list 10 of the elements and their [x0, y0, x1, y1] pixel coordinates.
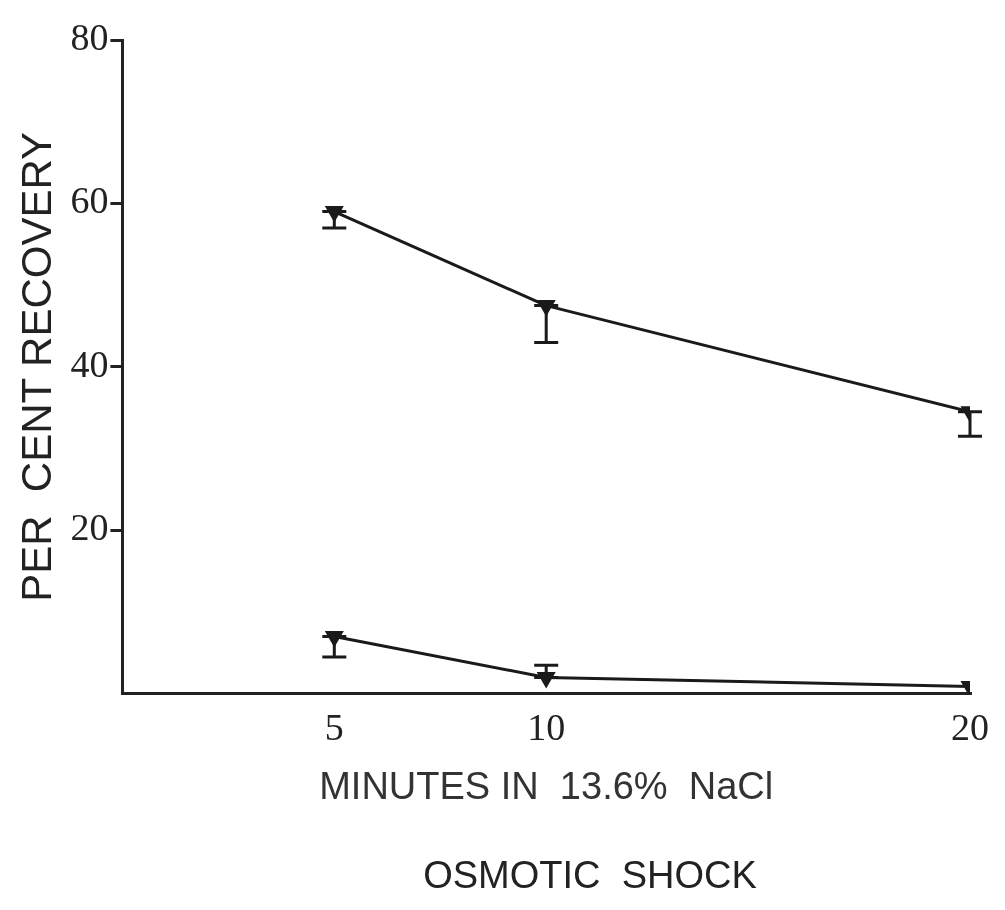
- x-tick-label: 10: [527, 705, 566, 748]
- x-tick-label: 5: [324, 705, 344, 748]
- y-tick-label: 60: [70, 179, 109, 222]
- y-tick-label: 80: [70, 15, 109, 58]
- y-tick-label: 40: [70, 342, 109, 385]
- y-axis-title: PER CENT RECOVERY: [12, 131, 60, 602]
- y-tick-label: 20: [70, 506, 109, 549]
- x-axis-title: MINUTES IN 13.6% NaCl: [319, 764, 774, 807]
- text: OSMOTIC SHOCK: [423, 854, 757, 897]
- x-tick-label: 20: [951, 705, 989, 748]
